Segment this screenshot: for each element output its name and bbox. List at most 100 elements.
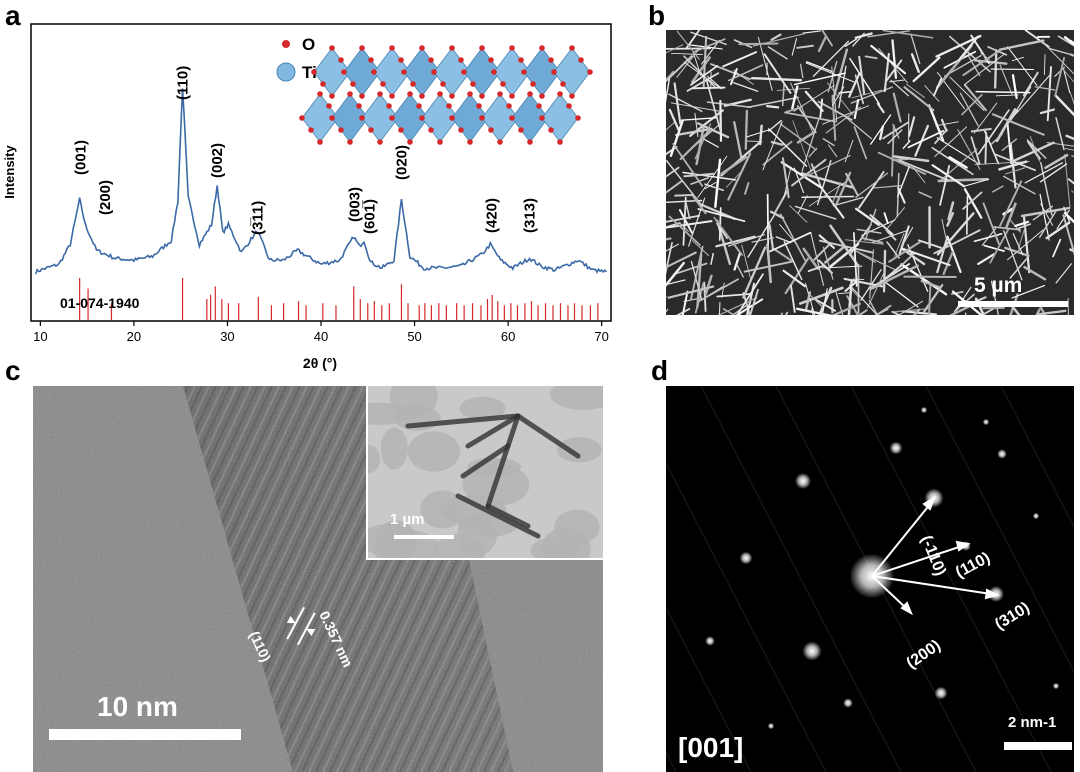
oxygen-atom <box>488 127 494 133</box>
oxygen-atom <box>410 81 416 87</box>
oxygen-atom <box>311 69 317 75</box>
legend-label-o: O <box>302 35 315 54</box>
oxygen-atom <box>428 57 434 63</box>
oxygen-atom <box>560 81 566 87</box>
oxygen-atom <box>458 57 464 63</box>
oxygen-atom <box>437 139 443 145</box>
diffraction-spot <box>1053 683 1059 689</box>
oxygen-atom <box>449 93 455 99</box>
oxygen-atom <box>368 127 374 133</box>
oxygen-atom <box>389 115 395 121</box>
saed-scale-bar <box>1004 742 1072 750</box>
oxygen-atom <box>539 45 545 51</box>
oxygen-atom <box>299 115 305 121</box>
oxygen-atom <box>557 139 563 145</box>
spot-label-110: (110) <box>953 549 993 581</box>
crystal-structure-illustration <box>299 45 593 145</box>
oxygen-atom <box>329 45 335 51</box>
oxygen-atom <box>329 93 335 99</box>
oxygen-atom <box>440 81 446 87</box>
oxygen-atom <box>437 91 443 97</box>
oxygen-atom <box>359 93 365 99</box>
oxygen-atom <box>527 139 533 145</box>
oxygen-atom <box>461 69 467 75</box>
diffraction-spot <box>802 641 821 660</box>
diffraction-spot <box>795 473 811 489</box>
oxygen-atom <box>536 103 542 109</box>
oxygen-atom <box>359 45 365 51</box>
oxygen-atom <box>317 91 323 97</box>
oxygen-atom <box>368 57 374 63</box>
oxygen-atom <box>527 91 533 97</box>
oxygen-atom <box>506 103 512 109</box>
x-tick-label: 20 <box>127 329 141 344</box>
oxygen-atom <box>470 81 476 87</box>
titanium-atom-icon <box>277 63 295 81</box>
oxygen-atom <box>479 93 485 99</box>
oxygen-atom <box>449 115 455 121</box>
saed-pattern: (-110) (110) (310) (200) [001] 2 nm-1 <box>666 386 1074 772</box>
oxygen-atom <box>497 139 503 145</box>
oxygen-atom <box>491 69 497 75</box>
sem-nanowires <box>666 30 1074 315</box>
saed-scale-label: 2 nm-1 <box>1008 714 1056 731</box>
oxygen-atom <box>386 103 392 109</box>
oxygen-atom <box>548 57 554 63</box>
x-tick-label: 40 <box>314 329 328 344</box>
oxygen-atom <box>530 81 536 87</box>
oxygen-atom <box>569 93 575 99</box>
oxygen-atom <box>578 57 584 63</box>
tio6-octahedron <box>542 94 578 142</box>
oxygen-atom <box>419 115 425 121</box>
oxygen-atom <box>575 115 581 121</box>
oxygen-atom <box>419 93 425 99</box>
oxygen-atom <box>497 91 503 97</box>
spot-label-minus110: (-110) <box>917 533 948 578</box>
hrtem-scale-bar <box>49 729 241 740</box>
oxygen-atom <box>521 69 527 75</box>
hrtem-image: 1 µm 0.357 nm (110) 10 nm <box>33 386 603 772</box>
oxygen-atom <box>488 57 494 63</box>
oxygen-atom <box>371 69 377 75</box>
oxygen-atom <box>389 45 395 51</box>
oxygen-atom <box>539 115 545 121</box>
peak-label: (002) <box>209 143 226 178</box>
oxygen-atom <box>419 45 425 51</box>
sem-scale-bar <box>958 301 1068 307</box>
oxygen-atom <box>551 69 557 75</box>
oxygen-atom <box>320 81 326 87</box>
panel-letter-b: b <box>648 2 665 30</box>
oxygen-atom <box>389 93 395 99</box>
x-tick-label: 70 <box>594 329 608 344</box>
x-tick-label: 50 <box>407 329 421 344</box>
peak-label: (001) <box>73 140 90 175</box>
oxygen-atom <box>449 45 455 51</box>
hrtem-scale-label: 10 nm <box>97 691 178 723</box>
oxygen-atom <box>347 139 353 145</box>
diffraction-spot <box>705 636 715 646</box>
x-tick-label: 60 <box>501 329 515 344</box>
oxygen-atom <box>518 57 524 63</box>
peak-labels: (001)(200)(110)(002)(3̅11)(003)(601̅)(02… <box>73 66 539 235</box>
oxygen-atom <box>347 91 353 97</box>
diffraction-spot <box>768 723 774 729</box>
oxygen-atom <box>398 127 404 133</box>
oxygen-atom <box>416 103 422 109</box>
oxygen-atom <box>377 91 383 97</box>
peak-label: (313) <box>522 198 539 233</box>
spot-label-310: (310) <box>992 599 1033 633</box>
diffraction-spot <box>890 442 903 455</box>
oxygen-atom <box>431 69 437 75</box>
oxygen-atom <box>338 57 344 63</box>
diffraction-spot <box>921 407 927 413</box>
oxygen-atom <box>317 139 323 145</box>
oxygen-atom <box>341 69 347 75</box>
oxygen-atom <box>377 139 383 145</box>
x-tick-label: 10 <box>33 329 47 344</box>
oxygen-atom <box>566 103 572 109</box>
oxygen-atom <box>329 115 335 121</box>
d-spacing-label: 0.357 nm <box>316 609 356 670</box>
peak-label: (3̅11) <box>249 201 266 235</box>
oxygen-atom <box>458 127 464 133</box>
